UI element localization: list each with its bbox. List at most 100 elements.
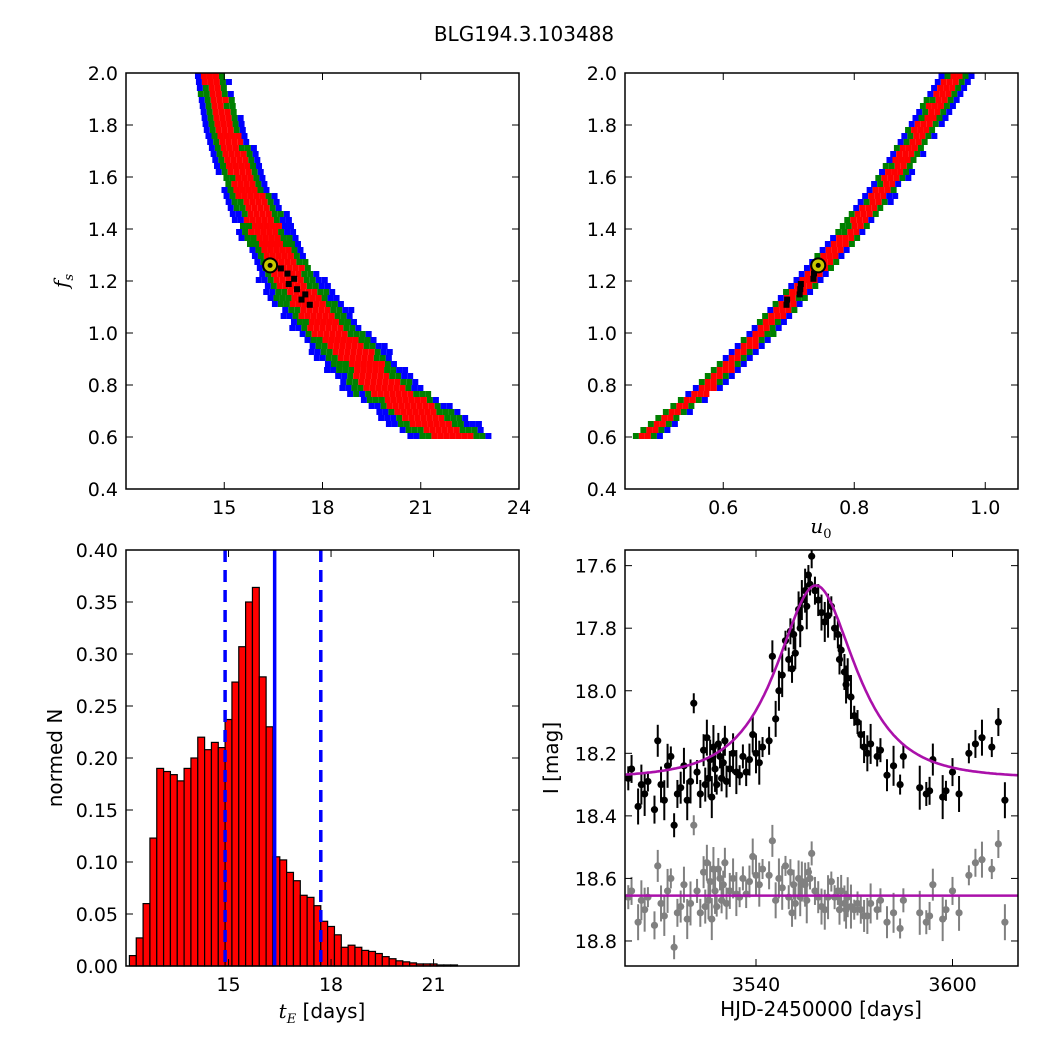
band-cell xyxy=(212,157,219,163)
band-cell xyxy=(656,433,663,439)
best-cell xyxy=(811,270,818,277)
hist-bar xyxy=(306,896,315,967)
p1-ytick-label: 1.2 xyxy=(88,271,118,293)
band-cell xyxy=(467,433,474,439)
band-cell xyxy=(372,397,379,403)
band-cell xyxy=(397,421,404,427)
lc-residual-point xyxy=(863,912,871,920)
band-cell xyxy=(968,73,975,79)
band-cell xyxy=(928,109,935,115)
band-cell xyxy=(710,367,717,373)
hist-bar xyxy=(381,956,390,967)
hist-bar xyxy=(142,902,151,967)
band-cell xyxy=(306,283,313,289)
band-cell xyxy=(208,121,215,127)
p4-ytick-label: 18.4 xyxy=(575,806,617,828)
band-cell xyxy=(698,385,705,391)
band-cell xyxy=(872,187,879,193)
band-cell xyxy=(195,79,202,85)
band-cell xyxy=(263,253,270,259)
band-cell xyxy=(836,241,843,247)
p4-ytick-label: 17.8 xyxy=(575,618,617,640)
band-cell xyxy=(764,337,771,343)
band-cell xyxy=(206,109,213,115)
band-cell xyxy=(365,373,372,379)
lc-point xyxy=(701,780,709,789)
band-cell xyxy=(214,145,221,151)
band-cell xyxy=(396,397,403,403)
hist-bar xyxy=(340,946,349,967)
band-cell xyxy=(770,331,777,337)
band-cell xyxy=(658,427,665,433)
band-cell xyxy=(925,103,932,109)
band-cell xyxy=(247,193,254,199)
band-cell xyxy=(453,427,460,433)
band-cell xyxy=(436,409,443,415)
band-cell xyxy=(819,247,826,253)
band-cell xyxy=(431,433,438,439)
band-cell xyxy=(402,367,409,373)
band-cell xyxy=(237,181,244,187)
band-cell xyxy=(710,379,717,385)
band-cell xyxy=(333,295,340,301)
band-cell xyxy=(373,355,380,361)
lc-point xyxy=(716,752,724,761)
hist-bar xyxy=(374,952,383,967)
band-cell xyxy=(796,301,803,307)
band-cell xyxy=(304,265,311,271)
band-cell xyxy=(216,151,223,157)
band-cell xyxy=(830,241,837,247)
band-cell xyxy=(414,415,421,421)
lc-point xyxy=(955,790,963,798)
p1-ytick-label: 1.6 xyxy=(88,167,118,189)
band-cell xyxy=(204,97,211,103)
band-cell xyxy=(918,115,925,121)
band-cell xyxy=(309,277,316,283)
band-cell xyxy=(962,73,969,79)
band-cell xyxy=(342,361,349,367)
band-cell xyxy=(801,295,808,301)
lc-point xyxy=(778,671,786,679)
band-cell xyxy=(437,433,444,439)
band-cell xyxy=(270,283,277,289)
band-cell xyxy=(226,121,233,127)
band-cell xyxy=(245,187,252,193)
lc-residual-point xyxy=(708,915,716,923)
band-cell xyxy=(385,421,392,427)
band-cell xyxy=(919,133,926,139)
band-cell xyxy=(665,421,672,427)
band-cell xyxy=(243,139,250,145)
band-cell xyxy=(200,73,207,79)
band-cell xyxy=(445,421,452,427)
band-cell xyxy=(940,79,947,85)
lc-residual-point xyxy=(703,859,711,867)
best-cell xyxy=(298,296,305,303)
p3-ytick-label: 0.25 xyxy=(76,696,118,718)
band-cell xyxy=(807,289,814,295)
band-cell xyxy=(832,253,839,259)
band-cell xyxy=(275,223,282,229)
band-cell xyxy=(342,367,349,373)
band-cell xyxy=(421,421,428,427)
band-cell xyxy=(413,391,420,397)
lc-point xyxy=(860,743,868,751)
band-cell xyxy=(363,385,370,391)
band-cell xyxy=(909,139,916,145)
hist-bar xyxy=(176,780,185,967)
band-cell xyxy=(877,181,884,187)
band-cell xyxy=(371,391,378,397)
band-cell xyxy=(248,229,255,235)
lc-residual-point xyxy=(701,902,709,911)
band-cell xyxy=(315,277,322,283)
band-cell xyxy=(417,385,424,391)
p2-xtick-label: 0.6 xyxy=(708,497,738,519)
band-cell xyxy=(228,97,235,103)
band-cell xyxy=(315,295,322,301)
band-cell xyxy=(462,415,469,421)
p1-ytick-label: 1.8 xyxy=(88,115,118,137)
lc-point xyxy=(729,749,737,757)
band-cell xyxy=(247,211,254,217)
band-cell xyxy=(435,427,442,433)
band-cell xyxy=(845,223,852,229)
band-cell xyxy=(650,433,657,439)
